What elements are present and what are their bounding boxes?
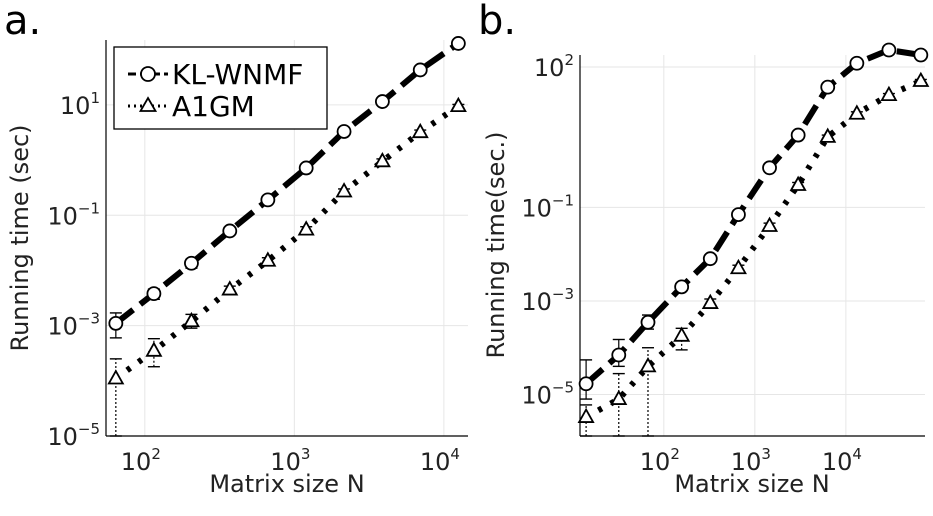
panel-a-x-tick-0: 102 [121,445,161,476]
panel-a-y-tick-2: 10−1 [47,199,100,230]
panel-b-point-a1gm-3 [673,326,691,342]
panel-a-y-tick-3: 101 [60,89,100,120]
panel-b-point-a1gm-1 [610,389,628,405]
legend: KL-WNMF A1GM [113,46,328,130]
panel-b-line-kl-wnmf [584,46,922,386]
panel-b-point-kl-wnmf-6 [762,160,777,176]
panel-b-markers [577,42,930,423]
panel-b-grid [580,55,925,436]
panel-a-point-a1gm-3 [221,280,239,296]
panel-b-point-kl-wnmf-0 [578,376,594,392]
panel-b-point-kl-wnmf-7 [790,127,806,143]
panel-b-label: b. [478,0,516,44]
panel-a-point-a1gm-5 [297,220,315,236]
panel-a-point-a1gm-7 [373,151,391,168]
panel-a-point-a1gm-0 [107,369,125,385]
panel-b-point-kl-wnmf-2 [640,314,656,330]
panel-a-line-a1gm [114,103,461,381]
panel-a-label: a. [4,0,41,44]
panel-a-point-kl-wnmf-5 [298,160,314,176]
panel-a-point-a1gm-2 [182,311,200,328]
panel-b-x-title: Matrix size N [674,470,829,498]
panel-b-point-a1gm-9 [848,104,866,120]
panel-b-point-kl-wnmf-3 [674,279,690,295]
panel-b: b. 102 103 104 10−5 10−3 10−1 102 Matrix size… [478,0,930,498]
panel-b-point-a1gm-6 [761,216,779,232]
panel-a-point-kl-wnmf-0 [108,315,124,331]
panel-a-point-kl-wnmf-3 [222,223,238,239]
panel-a-line-kl-wnmf [113,40,461,326]
panel-b-point-a1gm-11 [912,71,930,87]
panel-a: a. 102 103 104 10−5 10−3 10−1 101 Matrix size… [4,0,468,498]
panel-b-point-a1gm-10 [880,85,898,102]
panel-b-y-tick-0: 10−5 [521,379,574,410]
panel-b-y-tick-1: 10−3 [521,285,574,316]
panel-b-y-tick-2: 10−1 [521,191,574,222]
legend-a1gm-marker [138,96,158,112]
panel-b-point-kl-wnmf-1 [611,347,627,363]
panel-b-y-title: Running time(sec.) [482,131,510,358]
panel-a-x-title: Matrix size N [209,470,364,498]
panel-a-point-kl-wnmf-8 [412,62,428,78]
panel-b-point-kl-wnmf-5 [731,207,746,222]
panel-a-point-kl-wnmf-1 [146,286,162,302]
legend-a1gm-label: A1GM [172,90,255,123]
panel-a-x-tick-2: 104 [420,445,460,476]
panel-b-x-tick-1: 103 [731,445,771,476]
panel-a-point-kl-wnmf-4 [260,192,276,208]
panel-b-point-a1gm-5 [729,258,747,275]
panel-b-x-tick-2: 104 [822,445,862,476]
panel-a-lines [113,40,461,381]
panel-b-lines [584,46,923,420]
panel-a-y-title: Running time (sec) [6,124,34,351]
panel-b-point-kl-wnmf-4 [702,251,718,267]
panel-b-point-kl-wnmf-8 [820,79,836,95]
panel-b-x-ticks: 102 103 104 [640,445,862,476]
panel-b-point-kl-wnmf-9 [849,55,865,71]
panel-a-y-ticks: 10−5 10−3 10−1 101 [47,89,100,451]
panel-a-point-a1gm-8 [411,122,429,139]
panel-b-y-tick-3: 102 [534,51,574,82]
panel-a-point-kl-wnmf-7 [374,94,390,109]
panel-b-point-a1gm-7 [789,175,807,191]
panel-a-x-tick-1: 103 [270,445,310,476]
panel-a-errorbar-a1gm-1 [147,337,160,368]
panel-a-markers [107,36,467,385]
panel-a-point-a1gm-9 [449,96,467,113]
panel-a-point-a1gm-6 [335,182,353,198]
panel-a-y-tick-0: 10−5 [47,420,100,451]
panel-b-point-a1gm-8 [819,127,837,143]
legend-kl-wnmf-label: KL-WNMF [172,58,303,91]
panel-b-errorbar-a1gm-1 [612,372,625,437]
panel-a-point-kl-wnmf-2 [184,255,199,271]
panel-b-point-a1gm-0 [577,407,595,423]
panel-b-line-a1gm [584,78,923,420]
panel-b-point-kl-wnmf-11 [913,47,929,63]
panel-b-y-ticks: 10−5 10−3 10−1 102 [521,51,574,410]
panel-b-point-a1gm-2 [639,357,657,373]
panel-a-y-tick-1: 10−3 [47,310,100,341]
panel-a-point-a1gm-4 [259,251,277,267]
legend-box [113,46,328,130]
panel-b-point-kl-wnmf-10 [881,42,897,58]
panel-b-point-a1gm-4 [701,293,719,309]
panel-b-errorbars [580,48,927,437]
panel-a-point-a1gm-1 [145,341,163,357]
panel-a-x-ticks: 102 103 104 [121,445,460,476]
panel-a-point-kl-wnmf-9 [450,36,466,51]
legend-kl-wnmf-marker [140,66,156,82]
panel-a-point-kl-wnmf-6 [336,124,352,139]
panel-b-x-tick-0: 102 [640,445,680,476]
